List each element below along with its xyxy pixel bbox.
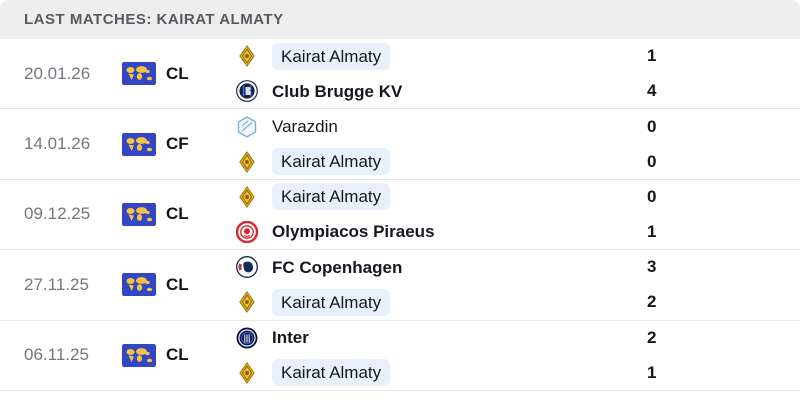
teams-column: Inter Kairat Almaty <box>234 323 638 388</box>
teams-column: FC Copenhagen Kairat Almaty <box>234 252 638 317</box>
team-score: 2 <box>647 292 657 312</box>
scores-column: 1 4 <box>638 41 800 106</box>
team-line: Kairat Almaty <box>234 147 638 177</box>
competition: CF <box>122 132 234 156</box>
team-score: 0 <box>647 151 657 171</box>
match-date: 06.11.25 <box>24 345 89 365</box>
team-line: Kairat Almaty <box>234 358 638 388</box>
team-name: Club Brugge KV <box>272 81 403 101</box>
competition-label: CL <box>166 63 189 83</box>
competition-label: CL <box>166 204 189 224</box>
team-name: Inter <box>272 328 309 348</box>
olympiacos-logo <box>234 220 260 243</box>
world-map-flag-icon <box>122 273 156 297</box>
team-line: Kairat Almaty <box>234 182 638 212</box>
world-map-flag-icon <box>122 62 156 86</box>
team-name: Kairat Almaty <box>272 359 391 387</box>
scores-column: 3 2 <box>638 252 800 317</box>
inter-logo <box>234 326 260 349</box>
team-name: Olympiacos Piraeus <box>272 222 435 242</box>
kairat-almaty-logo <box>234 362 260 384</box>
kairat-almaty-logo <box>234 186 260 208</box>
team-score: 4 <box>647 81 657 101</box>
teams-column: Varazdin Kairat Almaty <box>234 112 638 177</box>
competition-label: CF <box>166 134 189 154</box>
team-line: FC Copenhagen <box>234 252 638 282</box>
team-line: Club Brugge KV <box>234 76 638 106</box>
club-brugge-logo <box>234 80 260 103</box>
kairat-almaty-logo <box>234 291 260 313</box>
team-score: 2 <box>647 327 657 347</box>
competition-label: CL <box>166 345 189 365</box>
team-name: Kairat Almaty <box>272 183 391 211</box>
team-score: 1 <box>647 46 657 66</box>
team-name: Kairat Almaty <box>272 288 391 316</box>
fc-copenhagen-logo <box>234 256 260 279</box>
team-score: 0 <box>647 186 657 206</box>
match-date: 09.12.25 <box>24 204 91 224</box>
team-name: Varazdin <box>272 117 338 137</box>
team-name: Kairat Almaty <box>272 42 391 70</box>
match-date: 20.01.26 <box>24 63 91 83</box>
team-line: Kairat Almaty <box>234 287 638 317</box>
team-line: Inter <box>234 323 638 353</box>
varazdin-logo <box>234 115 260 138</box>
competition-label: CL <box>166 274 189 294</box>
match-date: 27.11.25 <box>24 274 89 294</box>
match-row[interactable]: 09.12.25 CL Kairat Almaty Olympiacos Pir… <box>0 180 800 251</box>
widget-header: LAST MATCHES: KAIRAT ALMATY <box>0 0 800 39</box>
competition: CL <box>122 202 234 226</box>
kairat-almaty-logo <box>234 45 260 67</box>
team-score: 1 <box>647 221 657 241</box>
world-map-flag-icon <box>122 343 156 367</box>
match-row[interactable]: 20.01.26 CL Kairat Almaty Club Brugge KV… <box>0 39 800 110</box>
competition: CL <box>122 273 234 297</box>
teams-column: Kairat Almaty Olympiacos Piraeus <box>234 182 638 247</box>
competition: CL <box>122 62 234 86</box>
match-row[interactable]: 06.11.25 CL Inter Kairat Almaty 2 1 <box>0 321 800 391</box>
widget-title: LAST MATCHES: KAIRAT ALMATY <box>24 11 284 28</box>
competition: CL <box>122 343 234 367</box>
scores-column: 0 0 <box>638 112 800 177</box>
world-map-flag-icon <box>122 202 156 226</box>
scores-column: 0 1 <box>638 182 800 247</box>
teams-column: Kairat Almaty Club Brugge KV <box>234 41 638 106</box>
team-name: FC Copenhagen <box>272 257 403 277</box>
world-map-flag-icon <box>122 132 156 156</box>
match-row[interactable]: 27.11.25 CL FC Copenhagen Kairat Almaty … <box>0 250 800 321</box>
team-score: 1 <box>647 362 657 382</box>
team-line: Olympiacos Piraeus <box>234 217 638 247</box>
team-line: Varazdin <box>234 112 638 142</box>
scores-column: 2 1 <box>638 323 800 388</box>
team-score: 3 <box>647 257 657 277</box>
team-score: 0 <box>647 116 657 136</box>
match-row[interactable]: 14.01.26 CF Varazdin Kairat Almaty 0 0 <box>0 109 800 180</box>
team-line: Kairat Almaty <box>234 41 638 71</box>
team-name: Kairat Almaty <box>272 148 391 176</box>
match-date: 14.01.26 <box>24 134 91 154</box>
kairat-almaty-logo <box>234 150 260 173</box>
